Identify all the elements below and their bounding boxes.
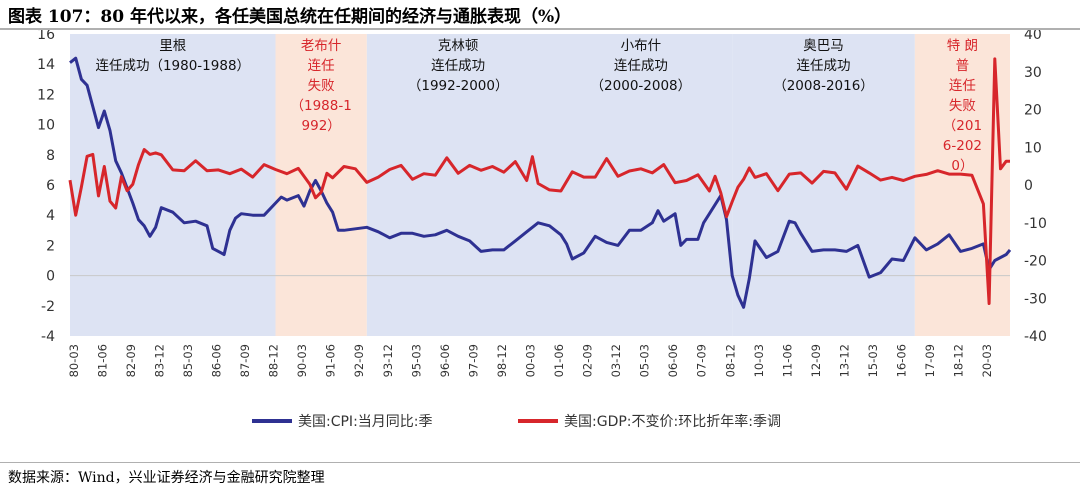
x-tick-label: 96-06: [438, 344, 452, 377]
period-label-2-1: 连任成功: [431, 58, 485, 74]
cpi-series-line: [69, 56, 1012, 309]
x-tick-label: 83-12: [152, 344, 166, 377]
left-tick-label: -4: [41, 329, 55, 345]
x-tick-label: 85-03: [181, 344, 195, 377]
period-label-4-2: （2008-2016）: [773, 78, 874, 94]
period-label-5-1: 普: [956, 58, 970, 74]
x-tick-label: 91-06: [324, 344, 338, 377]
period-label-0-0: 里根: [159, 38, 186, 54]
right-tick-label: -40: [1024, 329, 1047, 345]
series-lines: [68, 56, 1012, 309]
x-tick-label: 13-12: [837, 344, 851, 377]
period-label-2-0: 克林顿: [438, 38, 479, 54]
period-label-5-2: 连任: [949, 78, 976, 94]
right-tick-label: 10: [1024, 140, 1042, 156]
right-tick-label: 40: [1024, 30, 1042, 43]
x-tick-label: 86-06: [210, 344, 224, 377]
x-tick-label: 07-09: [695, 344, 709, 377]
period-label-3-2: （2000-2008）: [591, 78, 692, 94]
x-tick-label: 08-12: [723, 344, 737, 377]
right-axis: 40 30 20 10 0 -10 -20 -30 -40: [1024, 30, 1047, 345]
x-tick-label: 90-03: [295, 344, 309, 377]
right-tick-label: -10: [1024, 216, 1047, 232]
period-label-5-6: 0）: [951, 158, 973, 174]
period-band-1: [275, 34, 367, 336]
period-label-5-0: 特 朗: [947, 38, 978, 54]
right-tick-label: -30: [1024, 291, 1047, 307]
x-tick-label: 95-03: [409, 344, 423, 377]
x-tick-label: 18-12: [952, 344, 966, 377]
period-label-1-2: 失败: [308, 78, 335, 94]
right-tick-label: 0: [1024, 178, 1033, 194]
x-tick-label: 20-03: [980, 344, 994, 377]
right-tick-label: -20: [1024, 254, 1047, 270]
x-tick-label: 03-12: [609, 344, 623, 377]
x-tick-label: 98-12: [495, 344, 509, 377]
x-tick-label: 82-09: [124, 344, 138, 377]
x-axis: 80-03 81-06 82-09 83-12 85-03 86-06 87-09 88-12…: [67, 275, 1010, 377]
left-tick-label: 6: [46, 178, 55, 194]
source-rule: [0, 462, 1080, 463]
legend-label-1: 美国:GDP:不变价:环比折年率:季调: [564, 413, 781, 430]
x-tick-label: 05-03: [638, 344, 652, 377]
figure-title: 图表 107：80 年代以来，各任美国总统在任期间的经济与通胀表现（%）: [8, 7, 572, 27]
x-tick-label: 88-12: [267, 344, 281, 377]
period-band-3: [549, 34, 733, 336]
x-tick-label: 02-09: [581, 344, 595, 377]
gdp-series-line: [68, 57, 1010, 305]
x-tick-label: 17-09: [923, 344, 937, 377]
period-label-1-3: （1988-1: [291, 98, 352, 114]
source-note: 数据来源：Wind，兴业证券经济与金融研究院整理: [8, 470, 325, 486]
x-tick-label: 97-09: [466, 344, 480, 377]
left-tick-label: -2: [41, 299, 55, 315]
period-label-1-0: 老布什: [301, 38, 342, 54]
period-label-4-0: 奥巴马: [803, 37, 844, 54]
x-tick-label: 80-03: [67, 344, 81, 377]
right-tick-label: 20: [1024, 103, 1042, 119]
period-label-1-4: 992）: [302, 118, 341, 134]
period-label-0-1: 连任成功（1980-1988）: [95, 58, 250, 74]
x-tick-label: 16-06: [895, 344, 909, 377]
period-band-0: [70, 34, 276, 336]
period-band-4: [732, 34, 915, 336]
period-label-4-1: 连任成功: [797, 58, 851, 74]
left-tick-label: 10: [37, 118, 55, 134]
x-tick-label: 92-09: [352, 344, 366, 377]
legend: 美国:CPI:当月同比:季 美国:GDP:不变价:环比折年率:季调: [252, 413, 781, 430]
x-tick-label: 15-03: [866, 344, 880, 377]
x-tick-label: 00-03: [523, 344, 537, 377]
left-tick-label: 12: [37, 87, 55, 103]
period-label-5-3: 失败: [949, 98, 976, 114]
right-tick-label: 30: [1024, 65, 1042, 81]
period-label-3-0: 小布什: [621, 38, 662, 54]
x-tick-label: 06-06: [666, 344, 680, 377]
period-label-3-1: 连任成功: [614, 58, 668, 74]
x-tick-label: 93-12: [381, 344, 395, 377]
title-rule: [0, 28, 1080, 30]
left-tick-label: 4: [46, 208, 55, 224]
x-tick-label: 12-09: [809, 344, 823, 377]
left-tick-label: 2: [46, 238, 55, 254]
legend-label-0: 美国:CPI:当月同比:季: [298, 414, 433, 430]
x-tick-label: 87-09: [238, 344, 252, 377]
left-tick-label: 8: [46, 148, 55, 164]
left-tick-label: 16: [37, 30, 55, 43]
left-tick-label: 0: [46, 269, 55, 285]
chart-svg: 里根连任成功（1980-1988）老布什连任失败（1988-1992）克林顿连任…: [37, 30, 1047, 430]
period-labels: 里根连任成功（1980-1988）老布什连任失败（1988-1992）克林顿连任…: [95, 37, 982, 174]
x-tick-label: 01-06: [552, 344, 566, 377]
period-label-5-4: （201: [943, 118, 982, 134]
x-tick-label: 10-03: [752, 344, 766, 377]
period-band-2: [366, 34, 550, 336]
x-tick-label: 11-06: [780, 344, 794, 377]
period-label-2-2: （1992-2000）: [408, 78, 509, 94]
left-tick-label: 14: [37, 57, 55, 73]
x-tick-label: 81-06: [95, 344, 109, 377]
period-label-5-5: 6-202: [943, 138, 982, 154]
left-axis: 16 14 12 10 8 6 4 2 0 -2 -4: [37, 30, 55, 345]
period-label-1-1: 连任: [308, 58, 335, 74]
